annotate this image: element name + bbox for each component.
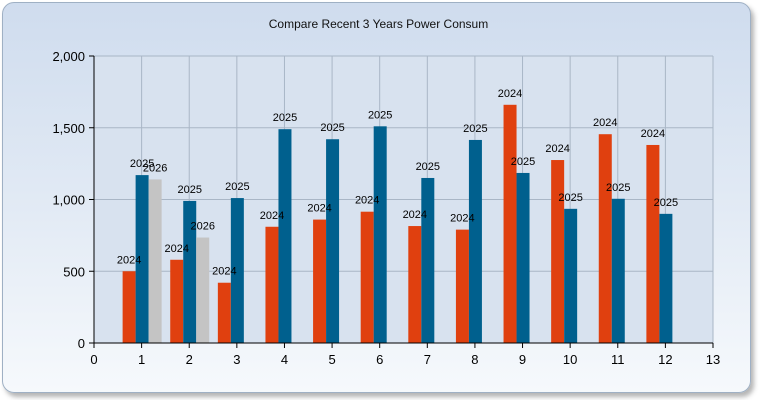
x-tick-label: 2: [186, 352, 193, 367]
x-tick-label: 1: [138, 352, 145, 367]
y-tick-label: 1,500: [52, 121, 85, 136]
data-label-2024-8: 2024: [450, 213, 474, 225]
bar-2025-5: [326, 139, 340, 343]
bar-2024-10: [551, 160, 565, 343]
data-label-2025-1: 2025: [130, 158, 154, 170]
bar-2024-3: [217, 282, 231, 343]
bar-2024-4: [265, 226, 279, 343]
bar-2025-2: [183, 200, 197, 343]
x-tick-label: 4: [281, 352, 288, 367]
data-label-2026-2: 2026: [190, 221, 214, 233]
bar-2025-1: [135, 175, 149, 343]
x-tick-label: 10: [563, 352, 577, 367]
data-label-2025-9: 2025: [511, 156, 535, 168]
x-tick-label: 0: [90, 352, 97, 367]
data-label-2024-5: 2024: [307, 203, 331, 215]
data-label-2024-12: 2024: [641, 128, 665, 140]
data-labels: 2024 2024 2024 2024 2024 2024 2024 2024 2024 2024…: [117, 88, 678, 278]
x-tick-label: 9: [519, 352, 526, 367]
data-label-2025-12: 2025: [654, 197, 678, 209]
data-label-2024-6: 2024: [355, 195, 379, 207]
data-label-2024-1: 2024: [117, 254, 141, 266]
bar-2024-9: [503, 104, 517, 343]
bar-2024-12: [646, 144, 660, 343]
data-label-2026-1: 2026: [143, 162, 167, 174]
x-tick-label: 5: [328, 352, 335, 367]
data-label-2024-7: 2024: [403, 209, 427, 221]
data-label-2025-10: 2025: [558, 192, 582, 204]
bar-2025-10: [564, 208, 578, 343]
x-tick-label: 12: [658, 352, 672, 367]
bar-2025-4: [278, 129, 292, 343]
data-label-2024-4: 2024: [260, 210, 284, 222]
data-label-2025-11: 2025: [606, 182, 630, 194]
data-label-2024-11: 2024: [593, 117, 617, 129]
bar-2024-6: [360, 211, 374, 343]
data-label-2024-2: 2024: [164, 243, 188, 255]
data-label-2024-9: 2024: [498, 88, 522, 100]
bar-2025-12: [659, 213, 673, 343]
data-label-2025-7: 2025: [416, 161, 440, 173]
bar-2024-1: [122, 271, 136, 343]
x-tick-label: 13: [706, 352, 720, 367]
bar-2025-7: [421, 177, 435, 343]
data-label-2025-8: 2025: [463, 123, 487, 135]
data-label-2025-5: 2025: [320, 122, 344, 134]
x-tick-label: 11: [611, 352, 625, 367]
chart-title: Compare Recent 3 Years Power Consum: [268, 17, 489, 31]
bar-2026-2: [196, 237, 210, 343]
data-label-2025-4: 2025: [273, 112, 297, 124]
data-label-2025-3: 2025: [225, 181, 249, 193]
x-tick-label: 7: [424, 352, 431, 367]
data-label-2025-6: 2025: [368, 109, 392, 121]
y-tick-label: 1,000: [52, 193, 85, 208]
bar-2026-1: [148, 179, 162, 343]
bar-2025-9: [516, 172, 530, 343]
bar-2025-8: [468, 139, 482, 343]
y-tick-label: 2,000: [52, 49, 85, 64]
bar-2025-11: [611, 198, 625, 343]
x-tick-label: 8: [471, 352, 478, 367]
bar-2025-3: [230, 198, 244, 343]
bar-2024-2: [170, 259, 184, 343]
bar-2024-5: [313, 219, 327, 343]
data-label-2025-2: 2025: [177, 184, 201, 196]
bar-2024-11: [598, 134, 612, 343]
bar-2024-7: [408, 226, 422, 343]
y-tick-label: 0: [78, 336, 85, 351]
bars: [122, 104, 673, 343]
data-label-2024-3: 2024: [212, 266, 236, 278]
bar-2025-6: [373, 126, 387, 343]
bar-2024-8: [455, 229, 469, 343]
y-tick-label: 500: [63, 264, 85, 279]
data-label-2024-10: 2024: [545, 143, 569, 155]
x-tick-label: 3: [233, 352, 240, 367]
x-tick-label: 6: [376, 352, 383, 367]
